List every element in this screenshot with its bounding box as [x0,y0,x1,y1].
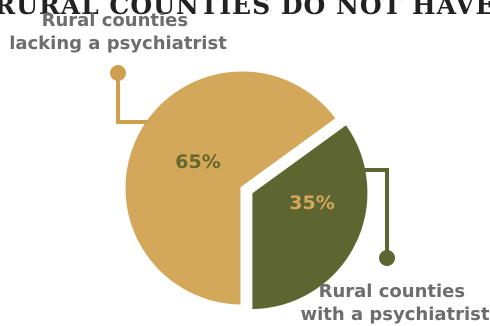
callout-leader-lacking [116,73,148,124]
callout-label-with-line2: with a psychiatrist [301,304,490,325]
percent-label-lacking: 65% [175,151,220,173]
callout-label-with-line1: Rural counties [319,281,466,302]
pie-slice-lacking-psychiatrist [122,68,340,308]
callout-label-lacking-line1: Rural counties [42,10,189,31]
percent-label-with: 35% [289,192,334,214]
callout-label-lacking-line2: lacking a psychiatrist [9,33,227,54]
pie-slice-with-psychiatrist [249,121,371,313]
callout-leader-with [355,168,389,258]
callout-label-lacking: Rural counties lacking a psychiatrist [9,10,227,54]
chart-title: RURAL COUNTIES DO NOT HAVE [0,0,490,20]
callout-dot-with [379,250,395,266]
callout-label-with: Rural counties with a psychiatrist [301,281,490,325]
